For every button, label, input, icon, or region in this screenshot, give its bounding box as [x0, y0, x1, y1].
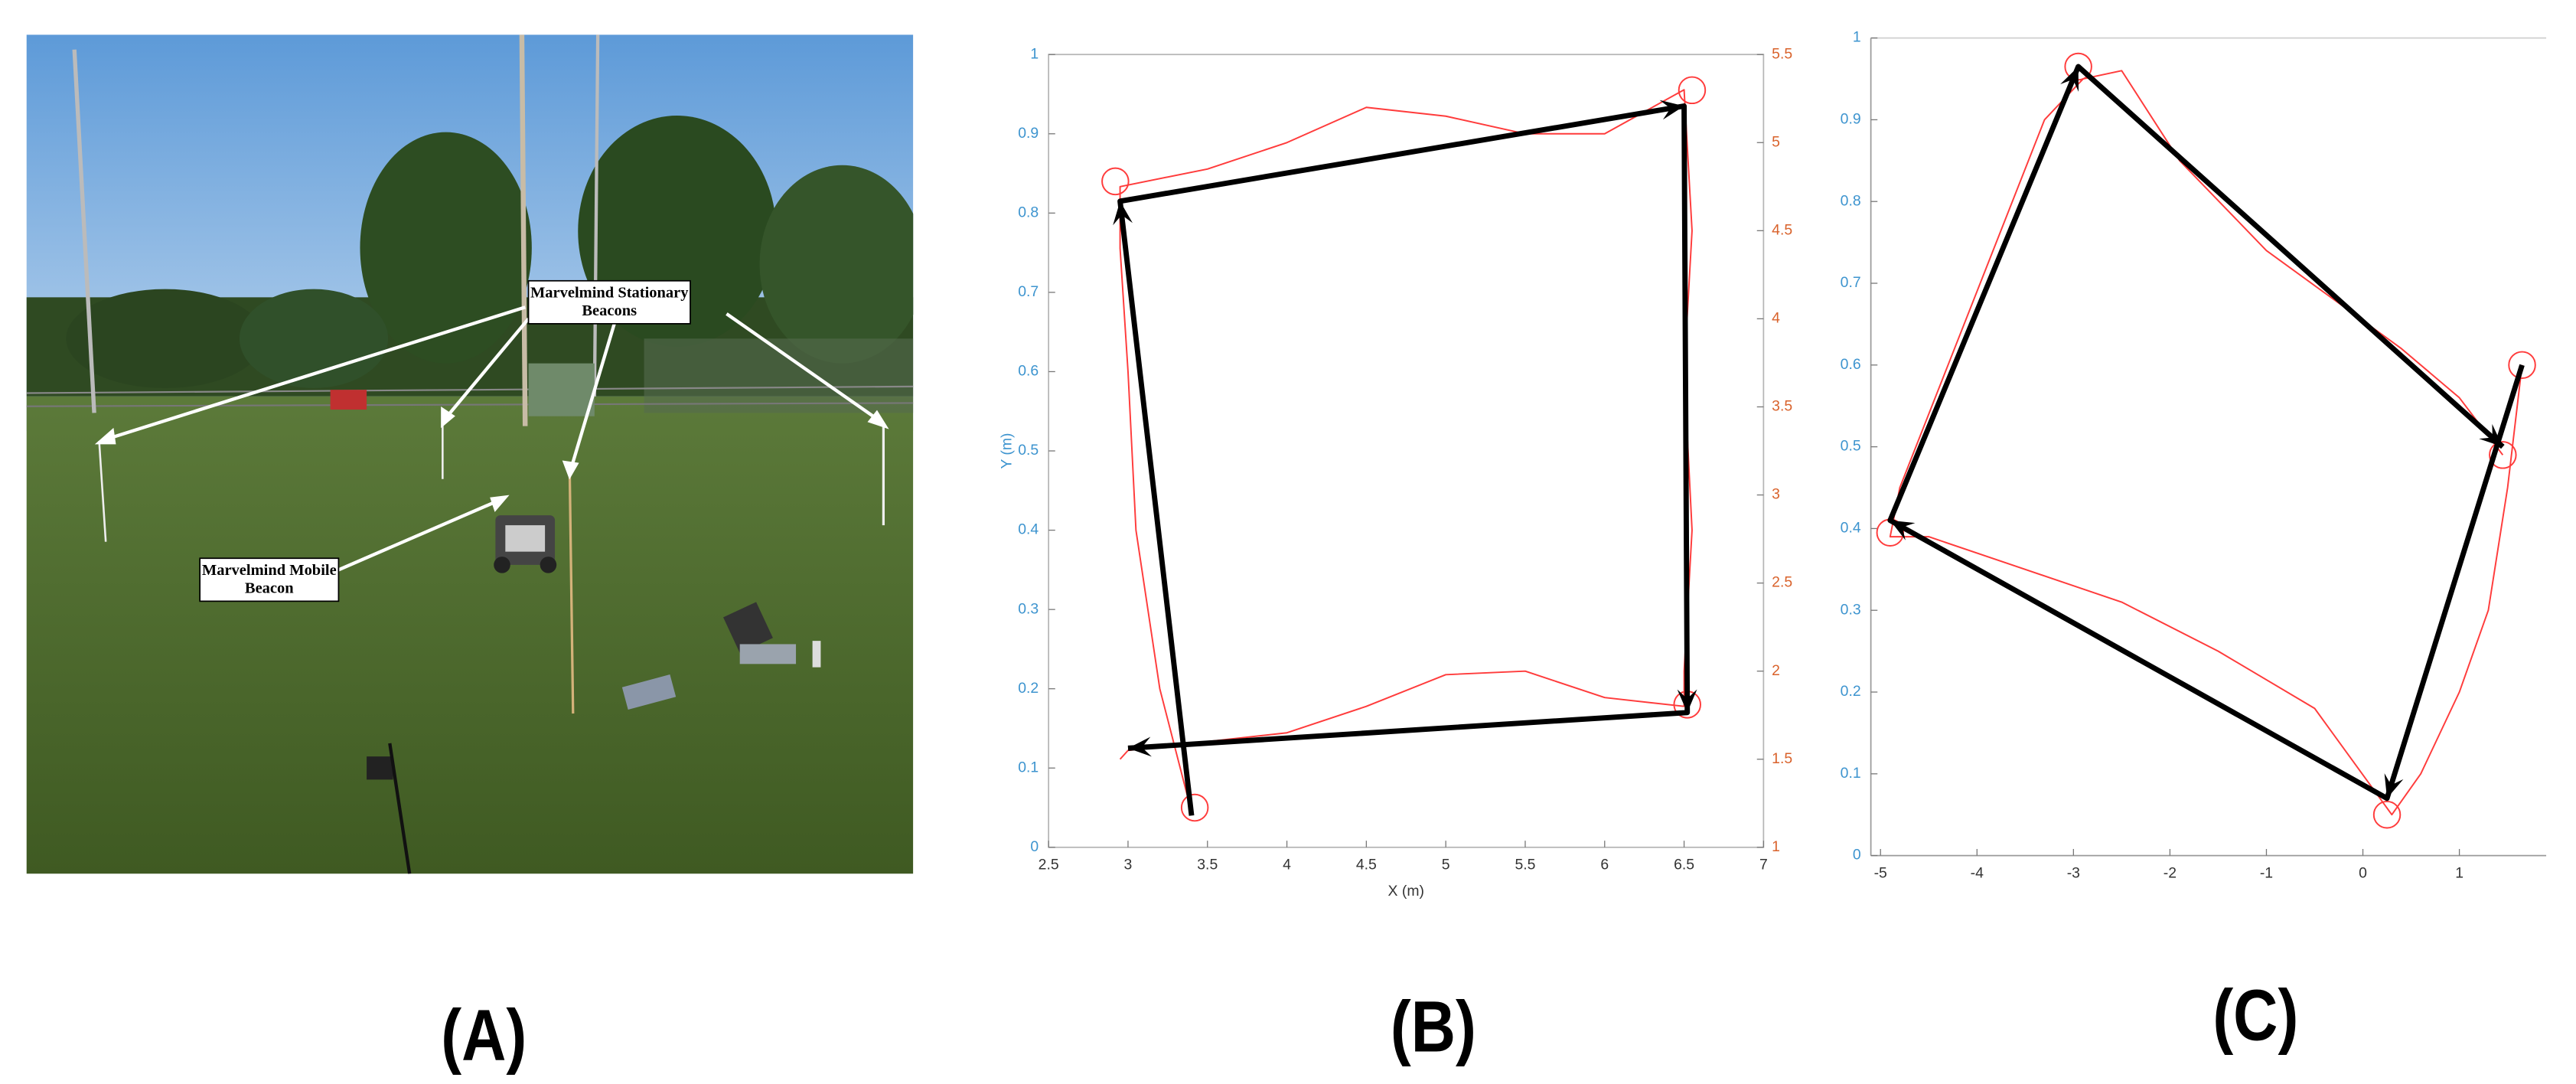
x-tick-label: 3.5 [1197, 857, 1218, 873]
arrowhead [2479, 423, 2503, 447]
annotation-line: Beacon [245, 580, 294, 597]
x-tick-label: -1 [2260, 864, 2273, 881]
y-tick-label: 0.6 [1841, 356, 1861, 373]
y-tick-label: 0.5 [1841, 438, 1861, 455]
waypoint-marker [2372, 800, 2402, 829]
arrowhead [1659, 100, 1684, 120]
arrowhead [1113, 201, 1133, 226]
y2-tick-label: 4.5 [1772, 221, 1792, 238]
panel-label: (C) [2212, 974, 2298, 1056]
y2-tick-label: 3.5 [1772, 398, 1792, 415]
y-tick-label: 0.8 [1841, 192, 1861, 209]
path-line [1887, 64, 2525, 802]
y-tick-label: 0.1 [1841, 765, 1861, 782]
y2-tick-label: 2 [1772, 662, 1780, 679]
y2-tick-label: 5 [1772, 133, 1780, 150]
y2-tick-label: 3 [1772, 486, 1780, 503]
x-tick-label: -3 [2067, 864, 2080, 881]
annotation-line: Marvelmind Mobile [202, 562, 337, 579]
y-tick-label: 0.2 [1018, 680, 1039, 697]
y-tick-label: 0.1 [1018, 759, 1039, 775]
x-tick-label: 0 [2359, 864, 2367, 881]
y-tick-label: 1 [1030, 45, 1039, 62]
y-tick-label: 0.6 [1018, 363, 1039, 380]
annotation-box [527, 279, 691, 325]
y2-tick-label: 5.5 [1772, 45, 1792, 62]
annotation-arrows [94, 305, 889, 572]
y2-tick-label: 1.5 [1772, 750, 1792, 767]
trajectory-line [1119, 89, 1693, 813]
waypoint-marker [2508, 351, 2536, 380]
y-tick-label: 0.7 [1841, 274, 1861, 291]
x-tick-label: 4.5 [1356, 857, 1377, 873]
y-tick-label: 0 [1030, 838, 1039, 855]
arrowhead [1127, 736, 1152, 757]
waypoint-marker [1101, 167, 1130, 196]
arrowhead [2060, 67, 2079, 92]
annotation-box [199, 557, 340, 602]
x-tick-label: 6.5 [1674, 857, 1694, 873]
x-tick-label: 4 [1283, 857, 1291, 873]
x-tick-label: 1 [2455, 864, 2464, 881]
y2-tick-label: 4 [1772, 310, 1780, 327]
arrowhead [2384, 773, 2404, 798]
x-tick-label: 2.5 [1039, 857, 1059, 873]
x-tick-label: 3 [1124, 857, 1133, 873]
annotation-text: Marvelmind Stationary Beacons [530, 284, 689, 319]
y2-tick-label: 2.5 [1772, 574, 1792, 591]
x-tick-label: -5 [1874, 864, 1887, 881]
y-tick-label: 0.8 [1018, 204, 1039, 220]
y-tick-label: 0.4 [1018, 521, 1039, 538]
y-tick-label: 0.3 [1841, 601, 1861, 618]
y-axis-label: Y (m) [998, 433, 1015, 469]
y-tick-label: 0.5 [1018, 442, 1039, 459]
y-tick-label: 0.4 [1841, 520, 1861, 537]
y-tick-label: 0 [1853, 847, 1861, 864]
field-photo [26, 34, 914, 874]
annotation-line: Beacons [582, 302, 637, 319]
y-tick-label: 0.9 [1018, 125, 1039, 142]
x-tick-label: 6 [1600, 857, 1609, 873]
waypoint-marker [1180, 793, 1209, 822]
arrowhead [1890, 520, 1916, 540]
y-tick-label: 0.3 [1018, 600, 1039, 617]
path-line [1117, 103, 1691, 816]
panel-label: (B) [1391, 985, 1476, 1067]
x-tick-label: -2 [2164, 864, 2177, 881]
x-axis-label: X (m) [1388, 883, 1424, 900]
x-tick-label: 5 [1442, 857, 1450, 873]
panel-label: (A) [441, 994, 527, 1076]
x-tick-label: 5.5 [1515, 857, 1535, 873]
arrowhead [1677, 689, 1697, 713]
y-tick-label: 0.9 [1841, 111, 1861, 128]
x-tick-label: -4 [1971, 864, 1984, 881]
y-tick-label: 0.2 [1841, 683, 1861, 700]
y-tick-label: 1 [1853, 29, 1861, 46]
x-tick-label: 7 [1759, 857, 1768, 873]
y2-tick-label: 1 [1772, 838, 1780, 855]
waypoint-marker [1678, 76, 1707, 105]
y-tick-label: 0.7 [1018, 283, 1039, 300]
waypoint-marker [2489, 441, 2517, 469]
annotation-text: Marvelmind Mobile Beacon [202, 562, 337, 597]
annotation-line: Marvelmind Stationary [530, 284, 689, 301]
